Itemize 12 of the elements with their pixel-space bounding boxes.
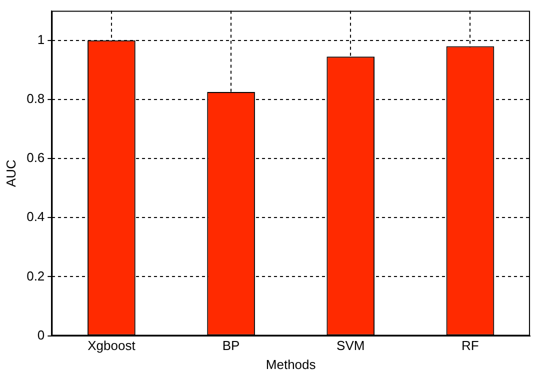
y-tick-label: 0.8 [26,91,45,106]
y-tick-label: 0.2 [26,268,45,284]
x-axis-title: Methods [266,356,316,372]
x-tick-label: RF [462,338,479,354]
y-axis-title: AUC [3,160,18,188]
x-tick-label: Xgboost [88,338,136,354]
x-tick-label: BP [222,338,240,354]
y-tick-label: 0 [37,327,45,342]
x-tick-label: SVM [336,338,365,354]
y-tick-label: 0.4 [26,209,45,224]
y-tick-label: 0.6 [26,150,45,166]
y-tick-label: 1 [37,32,45,47]
